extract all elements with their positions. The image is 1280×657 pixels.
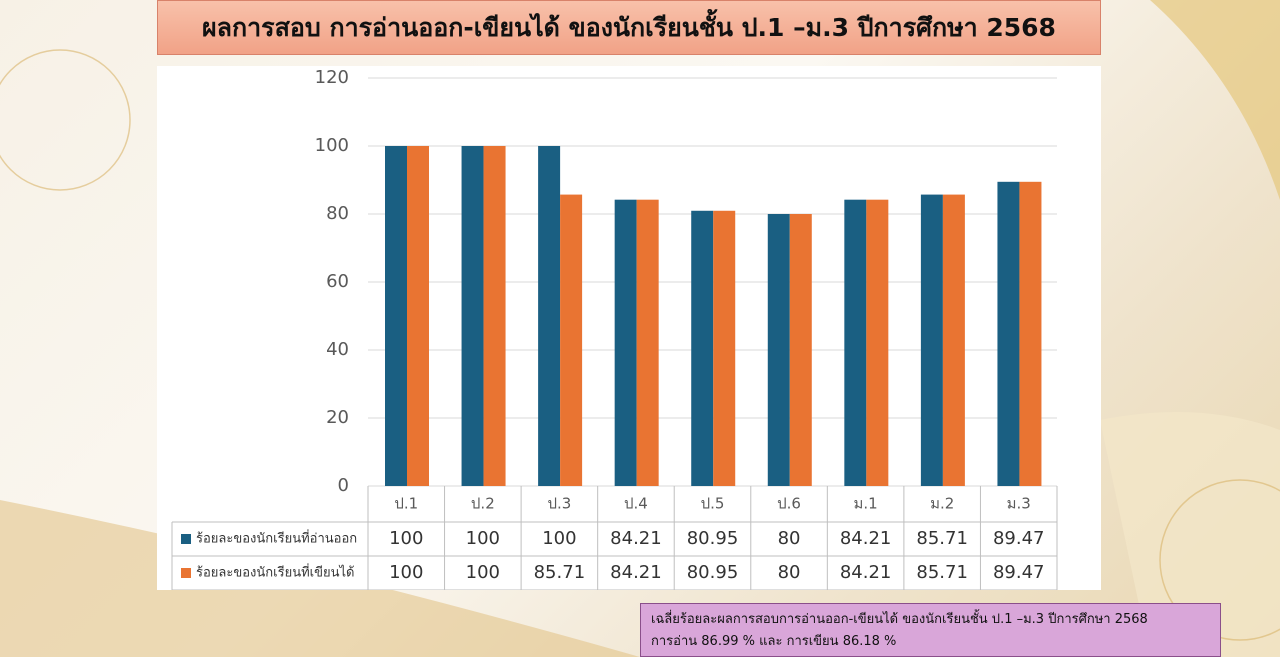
table-value: 80 [778, 562, 801, 583]
legend-swatch [181, 568, 191, 578]
table-value: 89.47 [993, 528, 1045, 549]
x-tick-label: ม.3 [1007, 495, 1031, 513]
table-value: 100 [389, 528, 423, 549]
x-tick-label: ป.2 [471, 495, 495, 513]
bar [614, 199, 637, 486]
note-line: การอ่าน 86.99 % และ การเขียน 86.18 % [651, 634, 897, 649]
table-value: 84.21 [610, 528, 662, 549]
y-tick-label: 60 [326, 271, 349, 292]
chart: 0 20 40 60 80 100 120 ป.1 ป.2 ป.3 ป.4 ป.5 ป.6 ม.1 ม.2 ม… [171, 67, 1058, 591]
chart-title: ผลการสอบ การอ่านออก-เขียนได้ ของนักเรียน… [157, 0, 1101, 55]
x-tick-label: ป.3 [547, 495, 571, 513]
table-value: 80 [778, 528, 801, 549]
bar [942, 194, 965, 486]
bar [713, 210, 736, 486]
table-value: 100 [466, 562, 500, 583]
legend-label: ร้อยละของนักเรียนที่เขียนได้ [196, 564, 354, 581]
bar [538, 146, 561, 486]
bar [1019, 181, 1042, 486]
x-tick-label: ป.5 [701, 495, 725, 513]
x-tick-label: ป.4 [624, 495, 648, 513]
table-value: 84.21 [840, 562, 892, 583]
bar [560, 194, 583, 486]
x-tick-label: ป.1 [394, 495, 418, 513]
x-tick-label: ม.2 [930, 495, 954, 513]
bar [866, 199, 889, 486]
table-value: 89.47 [993, 562, 1045, 583]
bar [407, 146, 429, 486]
x-tick-label: ป.6 [777, 495, 801, 513]
bar [483, 146, 506, 486]
y-tick-label: 20 [326, 407, 349, 428]
table-value: 80.95 [687, 562, 739, 583]
y-tick-label: 100 [315, 135, 349, 156]
y-tick-label: 120 [315, 67, 349, 88]
bar [997, 181, 1020, 486]
note-line: เฉลี่ยร้อยละผลการสอบการอ่านออก-เขียนได้ … [651, 612, 1148, 627]
y-tick-label: 0 [338, 475, 349, 496]
table-value: 84.21 [840, 528, 892, 549]
bar [461, 146, 484, 486]
table-value: 84.21 [610, 562, 662, 583]
y-tick-label: 80 [326, 203, 349, 224]
y-tick-label: 40 [326, 339, 349, 360]
bar [691, 210, 714, 486]
bar [920, 194, 943, 486]
bar [636, 199, 659, 486]
summary-note: เฉลี่ยร้อยละผลการสอบการอ่านออก-เขียนได้ … [640, 603, 1221, 657]
table-value: 100 [466, 528, 500, 549]
bar [767, 214, 790, 486]
legend-label: ร้อยละของนักเรียนที่อ่านออก [196, 530, 357, 547]
legend-swatch [181, 534, 191, 544]
table-value: 100 [389, 562, 423, 583]
bar [789, 214, 812, 486]
table-value: 80.95 [687, 528, 739, 549]
bar [385, 146, 407, 486]
table-value: 85.71 [916, 528, 968, 549]
table-value: 85.71 [916, 562, 968, 583]
table-value: 85.71 [534, 562, 586, 583]
chart-area: 0 20 40 60 80 100 120 ป.1 ป.2 ป.3 ป.4 ป.5 ป.6 ม.1 ม.2 ม… [157, 66, 1101, 591]
table-value: 100 [542, 528, 576, 549]
x-tick-label: ม.1 [854, 495, 878, 513]
bar [844, 199, 867, 486]
